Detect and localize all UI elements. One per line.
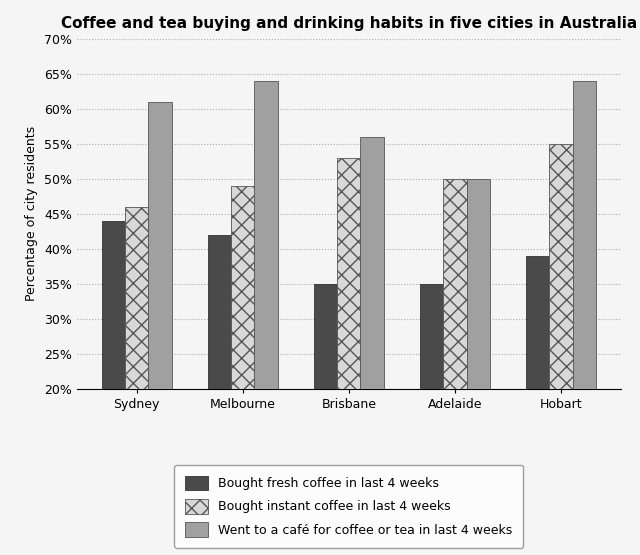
Bar — [314, 284, 337, 528]
Bar — [526, 256, 549, 528]
Legend: Bought fresh coffee in last 4 weeks, Bought instant coffee in last 4 weeks, Went: Bought fresh coffee in last 4 weeks, Bou… — [174, 465, 524, 548]
Bar — [207, 235, 231, 528]
Bar — [360, 137, 384, 528]
Bar — [125, 206, 148, 528]
Bar — [444, 179, 467, 528]
Bar — [254, 81, 278, 528]
Title: Coffee and tea buying and drinking habits in five cities in Australia: Coffee and tea buying and drinking habit… — [61, 16, 637, 31]
Bar — [231, 186, 254, 528]
Bar — [337, 158, 360, 528]
Bar — [573, 81, 596, 528]
Bar — [549, 144, 573, 528]
Bar — [148, 102, 172, 528]
Bar — [467, 179, 490, 528]
Bar — [420, 284, 444, 528]
Y-axis label: Percentage of city residents: Percentage of city residents — [26, 126, 38, 301]
Bar — [102, 221, 125, 528]
